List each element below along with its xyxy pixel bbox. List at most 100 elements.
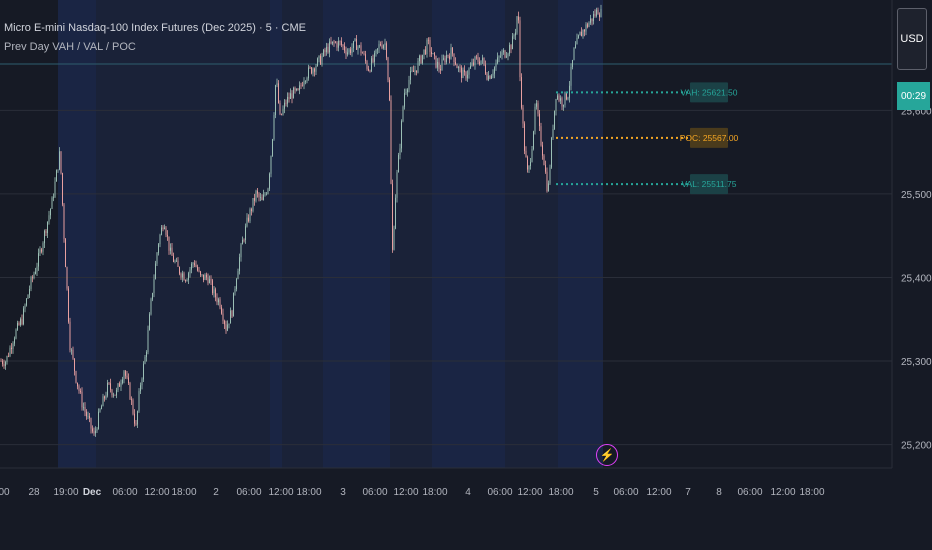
candle-body — [20, 319, 21, 325]
candle-body — [354, 38, 356, 42]
candle-body — [249, 209, 251, 222]
candle-body — [476, 56, 477, 58]
candle-body — [399, 148, 401, 155]
candle-body — [501, 52, 503, 57]
candle-body — [519, 20, 521, 78]
candle-body — [329, 41, 330, 53]
candle-body — [294, 87, 296, 91]
lightning-icon[interactable]: ⚡ — [596, 444, 618, 466]
candle-body — [32, 277, 33, 279]
candle-body — [42, 243, 44, 252]
candle-body — [195, 264, 197, 267]
candle-body — [374, 53, 375, 62]
candle-body — [213, 289, 215, 294]
candle-body — [159, 234, 161, 245]
candle-body — [56, 170, 57, 182]
candle-body — [107, 382, 108, 396]
candle-body — [176, 260, 177, 262]
candle-body — [488, 75, 489, 80]
candle-body — [504, 50, 506, 58]
candle-body — [300, 85, 302, 86]
candle-body — [60, 151, 62, 174]
candle-body — [479, 61, 480, 65]
candle-body — [542, 145, 543, 156]
candle-body — [411, 70, 413, 72]
candle-body — [339, 41, 341, 42]
x-tick-label: 06:00 — [737, 487, 762, 498]
session-band — [282, 0, 323, 468]
candle-body — [120, 383, 122, 387]
candle-body — [237, 271, 239, 280]
symbol-title[interactable]: Micro E-mini Nasdaq-100 Index Futures (D… — [4, 22, 306, 34]
candle-body — [66, 267, 68, 289]
candle-body — [186, 279, 188, 282]
candle-body — [338, 41, 339, 48]
candle-body — [48, 215, 50, 222]
candle-body — [522, 107, 524, 124]
candle-body — [366, 61, 368, 69]
candle-body — [36, 266, 38, 272]
candle-body — [240, 244, 242, 258]
candle-body — [98, 411, 99, 429]
x-tick-label: 12:00 — [517, 487, 542, 498]
candle-body — [39, 249, 41, 254]
candle-body — [216, 297, 218, 303]
candle-body — [413, 70, 414, 72]
candle-body — [383, 45, 384, 49]
candle-body — [453, 53, 455, 63]
candle-body — [293, 87, 294, 99]
candle-body — [17, 322, 18, 330]
candle-body — [197, 266, 198, 271]
candle-body — [119, 383, 120, 387]
candle-body — [402, 106, 404, 122]
x-tick-label: 8 — [716, 487, 722, 498]
candle-body — [18, 322, 20, 325]
candle-body — [555, 99, 557, 111]
x-tick-label: 06:00 — [112, 487, 137, 498]
candle-body — [473, 62, 474, 66]
x-tick-label: 12:00 — [144, 487, 169, 498]
candle-body — [557, 95, 558, 100]
candle-body — [168, 236, 170, 251]
candle-body — [276, 83, 278, 86]
candle-body — [464, 69, 465, 73]
candle-body — [296, 88, 297, 91]
candle-body — [392, 183, 393, 250]
candle-body — [360, 45, 362, 53]
candle-body — [162, 227, 164, 229]
candle-body — [192, 263, 194, 264]
x-tick-label: 18:00 — [296, 487, 321, 498]
currency-button[interactable]: USD — [897, 8, 927, 70]
candle-body — [438, 61, 440, 69]
candle-body — [491, 75, 492, 79]
candle-body — [89, 416, 90, 418]
candle-body — [122, 379, 123, 384]
candle-body — [342, 44, 344, 46]
candle-body — [450, 47, 452, 60]
candle-body — [78, 386, 80, 391]
candle-body — [569, 85, 570, 98]
candle-body — [26, 298, 27, 306]
candle-body — [291, 93, 293, 99]
candle-body — [246, 217, 248, 227]
candle-body — [234, 289, 236, 293]
indicator-label[interactable]: Prev Day VAH / VAL / POC — [4, 41, 136, 53]
candle-body — [287, 96, 288, 104]
candle-body — [135, 423, 137, 425]
candle-body — [429, 40, 431, 52]
candle-body — [468, 68, 470, 75]
candle-body — [377, 48, 378, 50]
candle-body — [444, 58, 446, 63]
candle-body — [264, 194, 266, 195]
candle-body — [386, 43, 387, 58]
candle-body — [390, 100, 392, 184]
candle-body — [308, 67, 309, 79]
candle-body — [320, 55, 321, 65]
candle-body — [84, 407, 86, 412]
candle-body — [146, 351, 147, 357]
x-tick-label: Dec — [83, 487, 102, 498]
candle-body — [474, 56, 476, 66]
candle-body — [114, 394, 116, 396]
candle-body — [512, 36, 513, 50]
